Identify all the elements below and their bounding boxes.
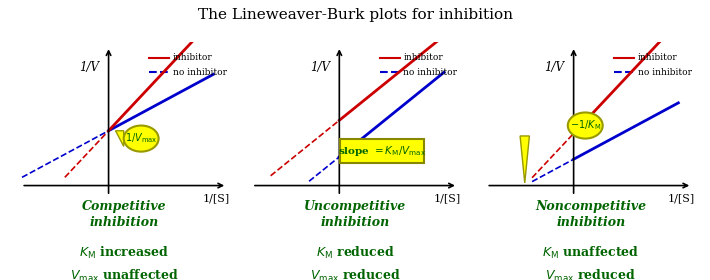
Text: 1/V: 1/V bbox=[545, 61, 564, 74]
Text: $K_{\rm M}$ unaffected: $K_{\rm M}$ unaffected bbox=[542, 245, 639, 261]
Polygon shape bbox=[116, 131, 124, 146]
Text: Competitive
inhibition: Competitive inhibition bbox=[82, 200, 167, 229]
Text: The Lineweaver-Burk plots for inhibition: The Lineweaver-Burk plots for inhibition bbox=[197, 8, 513, 22]
Text: 1/[S]: 1/[S] bbox=[667, 193, 695, 203]
Text: 1/[S]: 1/[S] bbox=[202, 193, 230, 203]
Text: $V_{\rm max}$ reduced: $V_{\rm max}$ reduced bbox=[545, 267, 636, 280]
Text: $-1/K_{\rm M}$: $-1/K_{\rm M}$ bbox=[569, 119, 601, 132]
Text: 1/V: 1/V bbox=[80, 61, 99, 74]
Text: $V_{\rm max}$ unaffected: $V_{\rm max}$ unaffected bbox=[70, 267, 179, 280]
Text: $V_{\rm max}$ reduced: $V_{\rm max}$ reduced bbox=[310, 267, 400, 280]
Text: no inhibitor: no inhibitor bbox=[173, 67, 226, 76]
Text: $K_{\rm M}$ increased: $K_{\rm M}$ increased bbox=[80, 245, 169, 261]
Text: inhibitor: inhibitor bbox=[403, 53, 443, 62]
Text: Uncompetitive
inhibition: Uncompetitive inhibition bbox=[304, 200, 406, 229]
Polygon shape bbox=[520, 136, 530, 183]
Text: no inhibitor: no inhibitor bbox=[403, 67, 457, 76]
Text: 1/[S]: 1/[S] bbox=[433, 193, 461, 203]
Ellipse shape bbox=[568, 113, 603, 139]
Ellipse shape bbox=[124, 125, 158, 152]
Text: $K_{\rm M}$ reduced: $K_{\rm M}$ reduced bbox=[316, 245, 394, 261]
Text: inhibitor: inhibitor bbox=[638, 53, 677, 62]
Text: Noncompetitive
inhibition: Noncompetitive inhibition bbox=[535, 200, 646, 229]
Text: 1/V: 1/V bbox=[310, 61, 330, 74]
Text: no inhibitor: no inhibitor bbox=[638, 67, 692, 76]
Text: inhibitor: inhibitor bbox=[173, 53, 212, 62]
Text: slope $= K_{\rm M}/V_{\rm max}$: slope $= K_{\rm M}/V_{\rm max}$ bbox=[338, 144, 427, 158]
Text: $1/V_{\rm max}$: $1/V_{\rm max}$ bbox=[125, 132, 158, 146]
FancyBboxPatch shape bbox=[341, 139, 425, 163]
